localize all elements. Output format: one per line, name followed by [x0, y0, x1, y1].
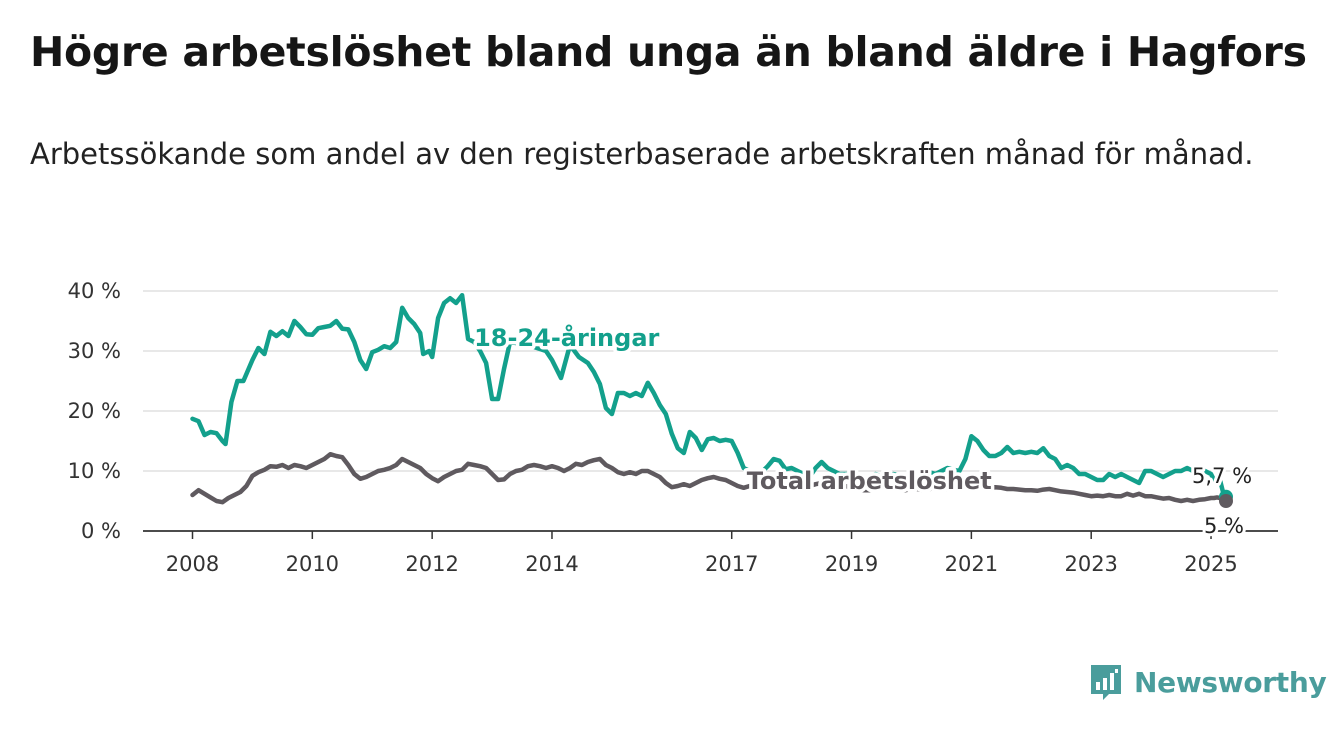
y-axis-tick-labels: 0 % 10 % 20 % 30 % 40 % [68, 279, 121, 543]
series-lines [143, 292, 1278, 532]
y-tick-label: 40 % [68, 279, 121, 303]
y-tick-label: 30 % [68, 339, 121, 363]
x-tick-label: 2023 [1064, 552, 1117, 576]
series-label-total: Total arbetslöshet [747, 467, 992, 495]
y-tick-label: 20 % [68, 399, 121, 423]
end-marker-total [1219, 494, 1233, 508]
series-label-18-24: 18-24-åringar [474, 323, 659, 352]
x-tick-label: 2019 [825, 552, 878, 576]
x-tick-label: 2021 [945, 552, 998, 576]
end-value-halo: 5,7 % [1192, 464, 1252, 488]
end-value-18-24: 5,7 % [1192, 464, 1252, 488]
series-line-total [190, 451, 1229, 505]
gridlines [143, 290, 1278, 472]
series-label-18-24-halo: 18-24-åringar [474, 323, 659, 352]
x-tick-label: 2012 [405, 552, 458, 576]
x-axis-ticks: 2008 2010 2012 2014 2017 2019 2021 2023 2025 [166, 531, 1238, 576]
chart-title: Högre arbetslöshet bland unga än bland ä… [30, 28, 1307, 76]
brand-name: Newsworthy [1134, 665, 1327, 699]
chart-subtitle: Arbetssökande som andel av den registerb… [30, 137, 1254, 171]
series-label-total-halo: Total arbetslöshet [747, 467, 992, 495]
x-tick-label: 2008 [166, 552, 219, 576]
end-value-halo: 5 % [1204, 514, 1244, 538]
end-value-total: 5 % [1204, 514, 1244, 538]
x-tick-label: 2025 [1184, 552, 1237, 576]
line-chart: 0 % 10 % 20 % 30 % 40 % 2008 2010 2012 2014 2017… [68, 279, 1278, 576]
x-tick-label: 2014 [525, 552, 578, 576]
bar-chart-logo-icon [1091, 665, 1121, 700]
y-tick-label: 10 % [68, 459, 121, 483]
x-tick-label: 2017 [705, 552, 758, 576]
series-line-18-24 [190, 292, 1229, 500]
y-tick-label: 0 % [81, 519, 121, 543]
newsworthy-logo[interactable]: Newsworthy [1088, 660, 1327, 704]
end-value-labels: 5,7 %5,7 %5 %5 % [1189, 461, 1255, 541]
x-tick-label: 2010 [286, 552, 339, 576]
